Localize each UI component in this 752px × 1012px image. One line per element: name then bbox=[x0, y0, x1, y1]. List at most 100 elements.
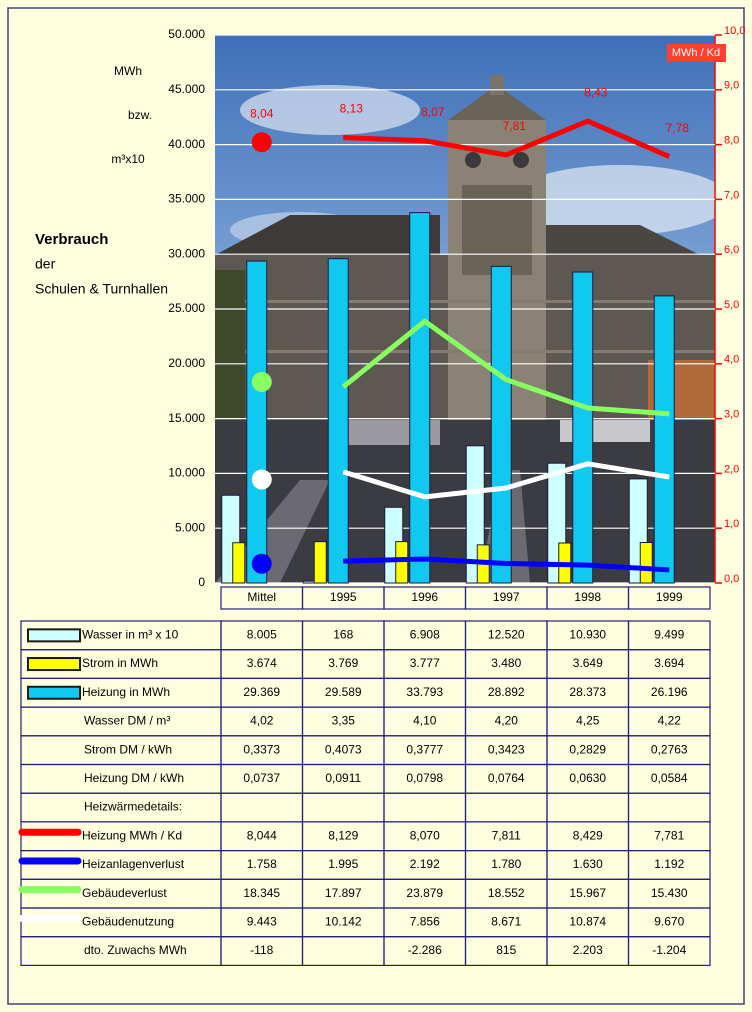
table-value: 0,2829 bbox=[569, 742, 606, 756]
table-value: -1.204 bbox=[652, 943, 686, 957]
table-value: 0,4073 bbox=[325, 742, 362, 756]
row-label: dto. Zuwachs MWh bbox=[84, 943, 187, 957]
x-tick-label: 1999 bbox=[656, 590, 683, 604]
line bbox=[341, 318, 670, 417]
table-value: 0,0798 bbox=[406, 771, 443, 785]
bar bbox=[246, 260, 268, 584]
legend-label: Strom in MWh bbox=[82, 656, 158, 670]
legend-label: Gebäudenutzung bbox=[82, 915, 174, 929]
y2-tick-label: 5,0 bbox=[724, 299, 739, 311]
row-label: Heizung DM / kWh bbox=[84, 771, 184, 785]
table-value: 1.630 bbox=[573, 857, 603, 871]
y2-axis-label: MWh / Kd bbox=[672, 47, 720, 59]
table-value: 8.005 bbox=[247, 628, 277, 642]
point bbox=[251, 371, 272, 392]
table-value: 12.520 bbox=[488, 628, 525, 642]
y-tick-label: 25.000 bbox=[168, 301, 205, 315]
table-value: 9.443 bbox=[247, 915, 277, 929]
line bbox=[343, 556, 670, 573]
table-cell bbox=[627, 936, 711, 967]
legend-swatch bbox=[27, 657, 81, 672]
table-value: 29.369 bbox=[243, 685, 280, 699]
y-tick-label: 40.000 bbox=[168, 137, 205, 151]
table-value: -118 bbox=[250, 943, 273, 957]
table-value: 2.203 bbox=[573, 943, 603, 957]
y2-tick-label: 8,0 bbox=[724, 135, 739, 147]
title-line: der bbox=[35, 256, 56, 272]
table-value: 3.480 bbox=[491, 656, 521, 670]
table-value: 0,3373 bbox=[243, 742, 280, 756]
point bbox=[251, 132, 272, 153]
line bbox=[342, 461, 670, 500]
table-value: 8,429 bbox=[573, 828, 603, 842]
data-label: 7,81 bbox=[503, 119, 527, 133]
table-value: 4,25 bbox=[576, 714, 600, 728]
data-label: 8,43 bbox=[584, 85, 608, 99]
title-line: Schulen & Turnhallen bbox=[35, 281, 168, 297]
y2-tick-label: 0,0 bbox=[724, 573, 739, 585]
table-value: 7.856 bbox=[410, 915, 440, 929]
table-value: 2.192 bbox=[410, 857, 440, 871]
table-value: 3.649 bbox=[573, 656, 603, 670]
table-value: 26.196 bbox=[651, 685, 688, 699]
table-value: 3.769 bbox=[328, 656, 358, 670]
y2-tick-label: 4,0 bbox=[724, 354, 739, 366]
legend-label: Heizung MWh / Kd bbox=[82, 828, 182, 842]
table-value: 18.345 bbox=[243, 886, 280, 900]
legend-label: Heizung in MWh bbox=[82, 685, 170, 699]
bar bbox=[232, 542, 246, 584]
table-value: 0,0630 bbox=[569, 771, 606, 785]
table-value: 0,0764 bbox=[488, 771, 525, 785]
table-value: 4,20 bbox=[495, 714, 519, 728]
chart-title: Verbrauch der Schulen & Turnhallen bbox=[35, 231, 168, 297]
table-value: 7,811 bbox=[492, 828, 521, 842]
bar bbox=[313, 541, 327, 584]
table-value: 10.142 bbox=[325, 915, 362, 929]
y2-tick-label: 2,0 bbox=[724, 463, 739, 475]
table-value: 0,0584 bbox=[651, 771, 688, 785]
table-value: 815 bbox=[496, 943, 516, 957]
table-value: 28.373 bbox=[569, 685, 606, 699]
y-tick-label: 10.000 bbox=[168, 466, 205, 480]
data-label: 8,07 bbox=[421, 105, 445, 119]
table-value: 29.589 bbox=[325, 685, 362, 699]
table-value: 17.897 bbox=[325, 886, 362, 900]
x-tick-label: 1998 bbox=[574, 590, 601, 604]
category-cell bbox=[627, 586, 711, 610]
point bbox=[251, 553, 272, 574]
table-value: 28.892 bbox=[488, 685, 525, 699]
table-value: 4,22 bbox=[658, 714, 682, 728]
table-value: -2.286 bbox=[408, 943, 442, 957]
y-axis-label: MWh bbox=[114, 64, 142, 78]
table-value: 3.674 bbox=[247, 656, 277, 670]
row-label: Wasser DM / m³ bbox=[84, 714, 170, 728]
y-tick-label: 0 bbox=[198, 575, 205, 589]
legend-label: Gebäudeverlust bbox=[82, 886, 167, 900]
data-label: 8,04 bbox=[250, 106, 274, 120]
title-line: Verbrauch bbox=[35, 231, 108, 248]
table-value: 3,35 bbox=[332, 714, 356, 728]
legend-swatch bbox=[27, 628, 81, 643]
table-value: 1.995 bbox=[328, 857, 358, 871]
bar bbox=[653, 295, 675, 584]
table-value: 23.879 bbox=[406, 886, 443, 900]
row-label: Strom DM / kWh bbox=[84, 742, 172, 756]
y-tick-label: 5.000 bbox=[175, 520, 205, 534]
table-value: 0,3777 bbox=[406, 742, 443, 756]
line bbox=[343, 118, 671, 159]
x-tick-label: 1996 bbox=[411, 590, 438, 604]
table-value: 1.192 bbox=[654, 857, 684, 871]
bar bbox=[490, 265, 512, 584]
y-tick-label: 35.000 bbox=[168, 192, 205, 206]
table-value: 10.930 bbox=[569, 628, 606, 642]
table-value: 18.552 bbox=[488, 886, 525, 900]
table-value: 3.777 bbox=[410, 656, 440, 670]
data-label: 8,13 bbox=[340, 102, 364, 116]
table-value: 15.967 bbox=[569, 886, 606, 900]
y2-tick-label: 7,0 bbox=[724, 189, 739, 201]
bar bbox=[572, 271, 594, 584]
table-value: 10.874 bbox=[569, 915, 606, 929]
table-value: 3.694 bbox=[654, 656, 684, 670]
legend-label: Heizanlagenverlust bbox=[82, 857, 185, 871]
table-value: 1.758 bbox=[247, 857, 277, 871]
